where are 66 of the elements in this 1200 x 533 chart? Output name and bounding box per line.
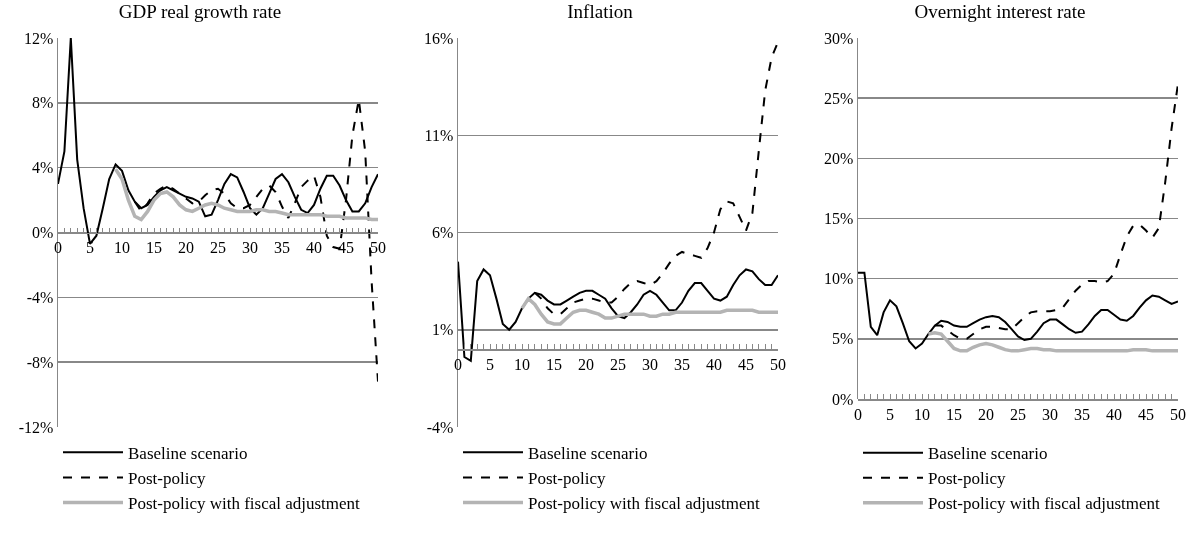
- x-tick-label: 0: [454, 355, 462, 373]
- x-tick-label: 20: [978, 405, 994, 423]
- x-tick-label: 50: [770, 355, 786, 373]
- y-tick-label: 0%: [831, 390, 854, 408]
- x-tick-label: 40: [706, 355, 722, 373]
- legend-label: Baseline scenario: [128, 443, 248, 463]
- line-series: [520, 296, 778, 326]
- x-tick-label: 40: [306, 239, 322, 257]
- legend-label: Post-policy with fiscal adjustment: [528, 494, 761, 514]
- y-tick-label: 12%: [23, 29, 54, 47]
- chart-title: Inflation: [567, 0, 634, 22]
- y-tick-label: 11%: [424, 126, 454, 144]
- y-tick-label: 6%: [431, 224, 454, 242]
- legend-label: Baseline scenario: [928, 444, 1048, 464]
- x-tick-label: 30: [1042, 405, 1058, 423]
- x-tick-label: 50: [370, 239, 386, 257]
- x-tick-label: 35: [274, 239, 290, 257]
- y-tick-label: 4%: [31, 159, 54, 177]
- x-tick-label: 15: [546, 355, 562, 373]
- x-tick-label: 10: [514, 355, 530, 373]
- legend-label: Post-policy: [528, 469, 606, 489]
- x-tick-label: 15: [946, 405, 962, 423]
- line-series: [926, 331, 1178, 353]
- x-tick-label: 25: [210, 239, 226, 257]
- legend-label: Post-policy with fiscal adjustment: [928, 494, 1161, 514]
- chart-title: Overnight interest rate: [914, 0, 1086, 22]
- y-tick-label: 30%: [823, 29, 854, 47]
- y-tick-label: 5%: [831, 330, 854, 348]
- x-tick-label: 35: [1074, 405, 1090, 423]
- chart-title: GDP real growth rate: [118, 0, 282, 22]
- x-tick-label: 5: [886, 405, 894, 423]
- y-tick-label: -4%: [426, 418, 454, 436]
- x-tick-label: 20: [178, 239, 194, 257]
- legend-label: Post-policy with fiscal adjustment: [128, 494, 361, 514]
- x-tick-label: 25: [1010, 405, 1026, 423]
- y-tick-label: 0%: [31, 224, 54, 242]
- x-tick-label: 25: [610, 355, 626, 373]
- x-tick-label: 40: [1106, 405, 1122, 423]
- x-tick-label: 5: [486, 355, 494, 373]
- x-tick-label: 45: [338, 239, 354, 257]
- x-tick-label: 15: [146, 239, 162, 257]
- y-tick-label: -8%: [26, 353, 54, 371]
- y-tick-label: 25%: [823, 89, 854, 107]
- x-tick-label: 35: [674, 355, 690, 373]
- x-tick-label: 20: [578, 355, 594, 373]
- x-tick-label: 45: [738, 355, 754, 373]
- legend-label: Post-policy: [928, 469, 1006, 489]
- x-tick-label: 10: [114, 239, 130, 257]
- y-tick-label: -12%: [18, 418, 54, 436]
- x-tick-label: 50: [1170, 405, 1186, 423]
- y-tick-label: -4%: [26, 288, 54, 306]
- y-tick-label: 16%: [423, 29, 454, 47]
- x-tick-label: 0: [854, 405, 862, 423]
- y-tick-label: 8%: [31, 94, 54, 112]
- y-tick-label: 10%: [823, 270, 854, 288]
- y-tick-label: 20%: [823, 149, 854, 167]
- line-series: [113, 167, 378, 222]
- x-tick-label: 45: [1138, 405, 1154, 423]
- y-tick-label: 15%: [823, 210, 854, 228]
- x-tick-label: 0: [54, 239, 62, 257]
- x-tick-label: 30: [242, 239, 258, 257]
- y-tick-label: 1%: [431, 321, 454, 339]
- x-tick-label: 10: [914, 405, 930, 423]
- legend-label: Baseline scenario: [528, 443, 648, 463]
- x-tick-label: 30: [642, 355, 658, 373]
- legend-label: Post-policy: [128, 469, 206, 489]
